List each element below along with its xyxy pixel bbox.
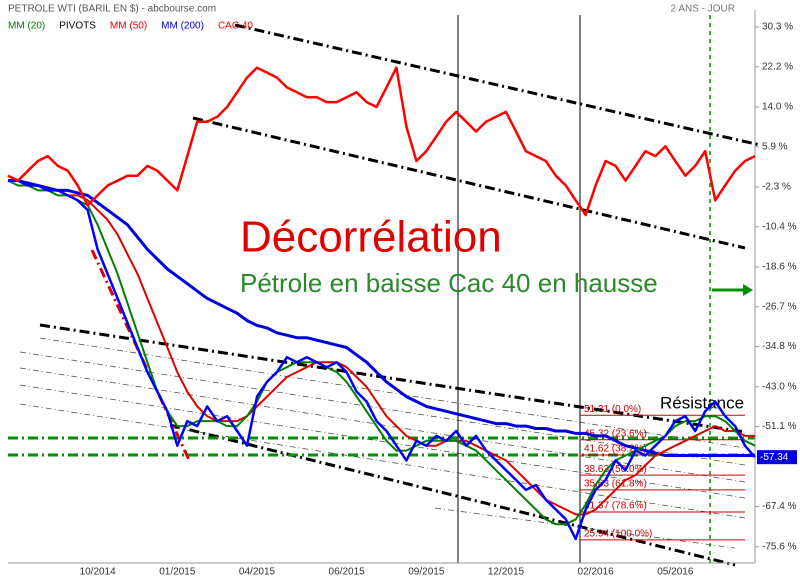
legend-entry: CAC 40 bbox=[218, 21, 253, 32]
x-tick-label: 01/2015 bbox=[159, 567, 196, 578]
series-line bbox=[8, 179, 755, 516]
y-tick-label: -2.3 % bbox=[762, 182, 791, 193]
y-tick-label: -75.6 % bbox=[762, 541, 797, 552]
pivot-label: 25.94 (100.0%) bbox=[584, 529, 652, 540]
series-line bbox=[8, 179, 756, 541]
x-tick-label: 10/2014 bbox=[80, 567, 117, 578]
y-tick-label: 22.2 % bbox=[762, 61, 793, 72]
annotation-sub: Pétrole en baisse Cac 40 en hausse bbox=[240, 268, 658, 298]
series-line bbox=[7, 66, 756, 217]
y-tick-label: -43.0 % bbox=[762, 381, 797, 392]
y-tick-label: -26.7 % bbox=[762, 301, 797, 312]
y-tick-label: 14.0 % bbox=[762, 102, 793, 113]
legend-entry: MM (20) bbox=[8, 21, 45, 32]
y-tick-label: -18.6 % bbox=[762, 262, 797, 273]
y-tick-label: -67.4 % bbox=[762, 501, 797, 512]
trend-lines bbox=[8, 10, 761, 567]
last-value-label: -57.34 bbox=[760, 452, 789, 463]
x-tick-label: 05/2016 bbox=[657, 567, 694, 578]
pivot-label: 35.63 (61.8%) bbox=[584, 479, 647, 490]
x-tick-label: 12/2015 bbox=[488, 567, 525, 578]
chart-subtitle: 2 ANS - JOUR bbox=[671, 4, 735, 15]
annotation-main: Décorrélation bbox=[240, 213, 502, 262]
legend-entry: MM (200) bbox=[161, 21, 204, 32]
y-tick-label: 30.3 % bbox=[762, 22, 793, 33]
pivot-label: 45.32 (23.6%) bbox=[584, 428, 647, 439]
pivot-label: 41.62 (38.2%) bbox=[584, 444, 647, 455]
x-tick-label: 06/2015 bbox=[329, 567, 366, 578]
series-line bbox=[8, 179, 755, 457]
x-tick-label: 09/2015 bbox=[408, 567, 445, 578]
last-value-tag bbox=[757, 450, 797, 465]
pivot-label: 38.63 (50.0%) bbox=[584, 464, 647, 475]
series-line bbox=[7, 179, 756, 526]
y-tick-label: -51.1 % bbox=[762, 421, 797, 432]
pivot-label: 31.37 (78.6%) bbox=[584, 501, 647, 512]
legend-entry: MM (50) bbox=[110, 21, 147, 32]
legend-entry: PIVOTS bbox=[59, 21, 96, 32]
chart-title: PETROLE WTI (BARIL EN $) - abcbourse.com bbox=[8, 4, 216, 15]
annotation-resistance: Résistance bbox=[660, 393, 744, 412]
y-tick-label: -34.8 % bbox=[762, 341, 797, 352]
y-tick-label: 5.9 % bbox=[762, 141, 788, 152]
pivot-label: 51.31 (0.0%) bbox=[584, 404, 641, 415]
x-tick-label: 02/2016 bbox=[578, 567, 615, 578]
y-tick-label: -10.4 % bbox=[762, 221, 797, 232]
x-tick-label: 04/2015 bbox=[239, 567, 276, 578]
